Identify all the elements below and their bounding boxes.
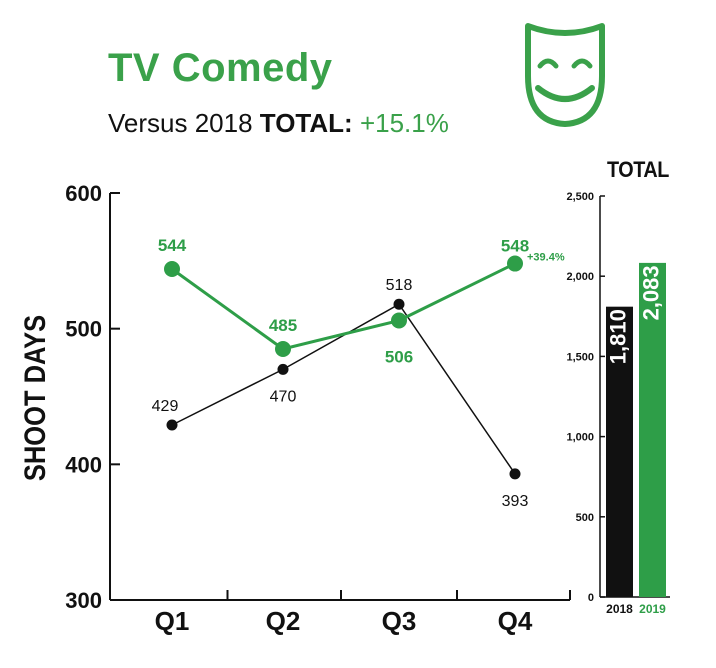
- y-tick-label: 500: [65, 317, 102, 342]
- subtitle-prefix: Versus 2018: [108, 108, 253, 138]
- y-tick-label: 600: [65, 181, 102, 206]
- series-2019-data-label: 548: [501, 237, 529, 256]
- comedy-mask-icon: [525, 23, 605, 127]
- total-bar-category-label: 2018: [606, 602, 633, 616]
- series-2019-data-label: 544: [158, 236, 187, 255]
- x-tick-label: Q1: [155, 606, 190, 636]
- subtitle: Versus 2018 TOTAL: +15.1%: [108, 108, 449, 139]
- x-tick-label: Q3: [382, 606, 417, 636]
- total-bar-2018: [606, 306, 633, 597]
- series-2019-point: [391, 312, 407, 329]
- total-bar-value-label: 2,083: [638, 265, 663, 320]
- series-2019-line: [171, 262, 516, 351]
- total-chart-title: TOTAL: [607, 157, 669, 182]
- q4-change-annotation: +39.4%: [527, 252, 565, 264]
- x-tick-label: Q4: [498, 606, 533, 636]
- series-2018-point: [393, 298, 405, 310]
- y-tick-label: 400: [65, 452, 102, 477]
- subtitle-total-label: TOTAL:: [259, 108, 353, 138]
- series-2018-data-label: 429: [152, 398, 179, 415]
- series-2019-point: [275, 341, 291, 358]
- bar-y-tick-label: 500: [576, 512, 594, 524]
- series-2018-point: [166, 419, 178, 431]
- series-2018-point: [277, 363, 289, 375]
- bar-y-tick-label: 2,000: [566, 271, 594, 283]
- total-bar-value-label: 1,810: [605, 309, 630, 364]
- series-2019-point: [164, 260, 180, 277]
- y-tick-label: 300: [65, 588, 102, 613]
- bar-y-tick-label: 0: [588, 592, 594, 604]
- page-title: TV Comedy: [108, 46, 333, 90]
- series-2018-data-label: 518: [386, 277, 413, 294]
- series-2019-point: [507, 255, 523, 272]
- series-2018-point: [509, 468, 521, 480]
- series-2019-data-label: 506: [385, 348, 413, 367]
- series-2018-data-label: 393: [502, 493, 529, 510]
- series-2018-line: [171, 303, 516, 475]
- bar-y-tick-label: 1,500: [566, 351, 594, 363]
- x-tick-label: Q2: [266, 606, 301, 636]
- series-2018-data-label: 470: [270, 388, 297, 405]
- bar-y-tick-label: 2,500: [566, 191, 594, 203]
- total-bar-category-label: 2019: [639, 602, 666, 616]
- bar-y-tick-label: 1,000: [566, 432, 594, 444]
- total-bar-2019: [639, 262, 666, 597]
- series-2019-data-label: 485: [269, 316, 297, 335]
- subtitle-change: +15.1%: [359, 108, 449, 138]
